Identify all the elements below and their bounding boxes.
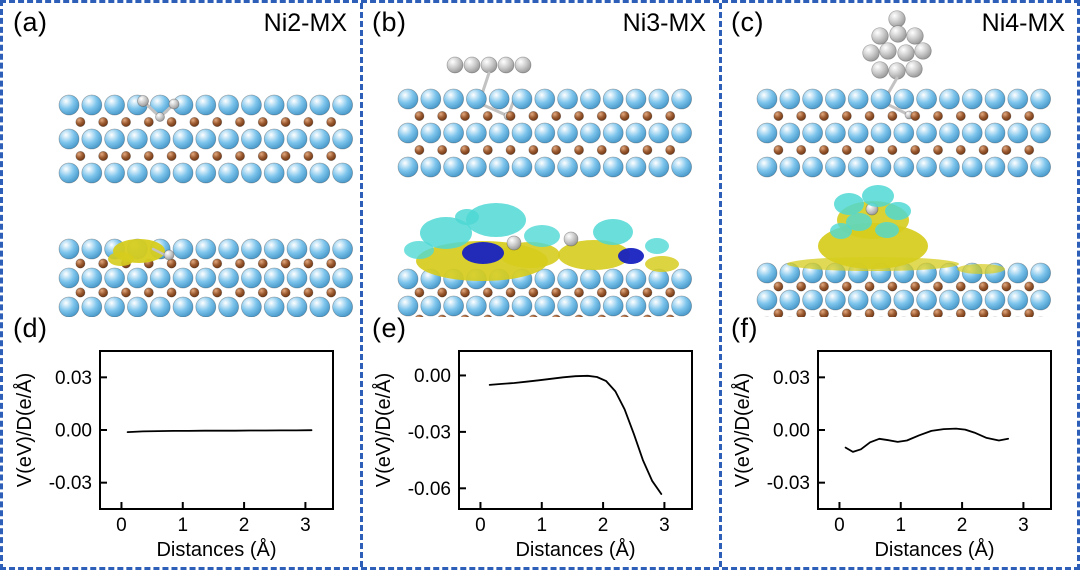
y-axis-label: V(eV)/D(e/Å) [731, 373, 754, 487]
x-tick-label: 0 [116, 515, 127, 536]
chart-ni2-potential: 0.03 0.00 -0.03 0 1 2 3 V(eV)/D(e/Å) Distances (… [13, 350, 334, 561]
structure-ni2-mx [58, 94, 353, 317]
x-axis-label: Distances (Å) [156, 538, 276, 561]
panel-letter-d: (d) [13, 313, 48, 343]
y-tick-label: -0.03 [49, 473, 92, 494]
y-tick-label: -0.06 [408, 479, 451, 500]
x-tick-label: 3 [300, 515, 311, 536]
data-curve [488, 374, 663, 495]
panel-letter-a: (a) [13, 7, 48, 37]
data-curve [126, 429, 313, 433]
y-tick-label: -0.03 [767, 473, 810, 494]
chart-ni4-potential: 0.03 0.00 -0.03 0 1 2 3 V(eV)/D(e/Å) Distances (… [731, 350, 1052, 561]
x-tick-label: 0 [834, 515, 845, 536]
y-tick-label: -0.03 [408, 422, 451, 443]
panel-divider [360, 3, 363, 567]
y-axis-label: V(eV)/D(e/Å) [13, 373, 36, 487]
y-tick-label: 0.00 [55, 421, 92, 442]
y-tick-label: 0.00 [414, 366, 451, 387]
panel-divider [719, 3, 722, 567]
panel-letter-b: (b) [372, 7, 407, 37]
structure-ni4-mx [756, 10, 1051, 317]
x-axis-label: Distances (Å) [874, 538, 994, 561]
chart-ni3-potential: 0.00 -0.03 -0.06 0 1 2 3 V(eV)/D(e/Å) Distances … [372, 350, 693, 561]
y-axis-label: V(eV)/D(e/Å) [372, 373, 395, 487]
x-tick-label: 3 [1018, 515, 1029, 536]
column-ni3: 0.00 -0.03 -0.06 0 1 2 3 V(eV)/D(e/Å) Distances … [362, 3, 718, 567]
plot-box [458, 350, 693, 510]
panel-title-ni2-mx: Ni2-MX [263, 9, 347, 37]
x-tick-label: 3 [659, 515, 670, 536]
x-axis-label: Distances (Å) [515, 538, 635, 561]
y-tick-label: 0.03 [773, 368, 810, 389]
column-ni2: 0.03 0.00 -0.03 0 1 2 3 V(eV)/D(e/Å) Distances (… [3, 3, 359, 567]
panel-title-ni3-mx: Ni3-MX [622, 9, 706, 37]
x-tick-label: 0 [475, 515, 486, 536]
panel-title-ni4-mx: Ni4-MX [981, 9, 1065, 37]
panel-letter-f: (f) [731, 313, 758, 343]
column-ni4: 0.03 0.00 -0.03 0 1 2 3 V(eV)/D(e/Å) Distances (… [721, 3, 1077, 567]
panel-letter-c: (c) [731, 7, 764, 37]
x-tick-label: 1 [895, 515, 906, 536]
structure-ni3-mx [397, 56, 692, 317]
x-tick-label: 2 [957, 515, 968, 536]
y-tick-label: 0.00 [773, 421, 810, 442]
x-tick-label: 2 [598, 515, 609, 536]
y-tick-label: 0.03 [55, 368, 92, 389]
panel-letter-e: (e) [372, 313, 407, 343]
x-tick-label: 1 [177, 515, 188, 536]
data-curve [844, 427, 1010, 453]
x-tick-label: 1 [536, 515, 547, 536]
x-tick-label: 2 [239, 515, 250, 536]
